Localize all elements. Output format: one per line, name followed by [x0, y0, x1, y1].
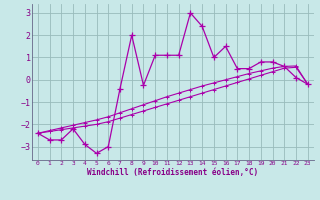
- X-axis label: Windchill (Refroidissement éolien,°C): Windchill (Refroidissement éolien,°C): [87, 168, 258, 177]
